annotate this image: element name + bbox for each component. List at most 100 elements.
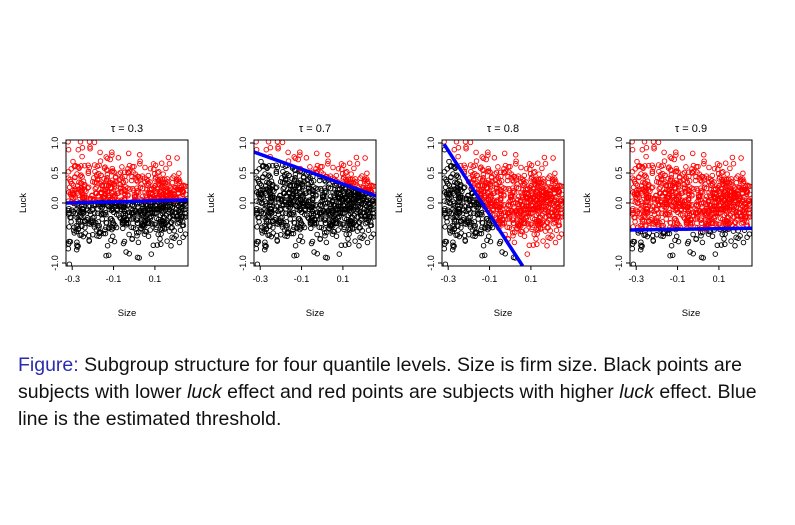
black-point (108, 207, 115, 214)
red-point (473, 149, 479, 156)
black-point (322, 254, 329, 261)
black-point (698, 254, 705, 261)
scatter-panel-1: τ = 0.3 -0.3 -0.1 0.1 -1.0 0.0 0.5 1.0 Size Luck (18, 123, 189, 319)
red-point (721, 219, 727, 225)
red-point (254, 140, 259, 145)
black-point (280, 168, 286, 175)
black-point (273, 207, 279, 213)
black-point (684, 240, 691, 247)
x-tick-label: -0.3 (628, 274, 644, 284)
red-point (526, 242, 533, 249)
black-point (631, 238, 638, 245)
red-point (354, 160, 361, 167)
black-point (135, 239, 142, 246)
red-point (510, 232, 516, 239)
red-point (519, 192, 525, 199)
black-point (168, 219, 175, 226)
red-point (180, 182, 187, 189)
red-point (684, 204, 691, 211)
red-point (498, 178, 505, 184)
red-point (656, 168, 662, 175)
black-point (75, 243, 81, 249)
black-point (285, 204, 292, 210)
red-point (651, 144, 657, 150)
red-point (713, 209, 720, 216)
red-point (109, 169, 115, 175)
black-point (260, 162, 267, 169)
black-point (484, 237, 490, 243)
red-point (275, 144, 281, 150)
black-point (451, 243, 457, 249)
red-point (523, 227, 529, 233)
red-point (661, 204, 668, 210)
black-point (158, 231, 164, 237)
black-point (721, 236, 727, 242)
black-point (150, 242, 157, 249)
red-point (659, 193, 665, 199)
black-point (479, 252, 485, 259)
red-point (463, 144, 469, 150)
black-point (123, 219, 130, 226)
red-point (669, 193, 676, 199)
red-point (546, 193, 553, 199)
black-point (366, 204, 372, 211)
red-point (557, 214, 563, 220)
black-point (148, 251, 155, 257)
black-point (269, 162, 276, 169)
black-point (474, 210, 480, 217)
black-point (740, 239, 747, 246)
red-point (719, 170, 725, 176)
red-point (692, 177, 699, 184)
red-point (166, 191, 172, 197)
black-point (356, 219, 363, 226)
red-point (109, 165, 116, 172)
red-point (662, 179, 669, 185)
red-point (85, 170, 92, 177)
red-point (648, 206, 654, 212)
black-point (166, 228, 173, 234)
black-point (456, 233, 463, 240)
y-tick-label: 0.5 (238, 167, 248, 180)
black-point (630, 245, 636, 252)
black-point (104, 242, 111, 249)
black-point (138, 226, 144, 232)
black-point (84, 215, 91, 221)
red-point (542, 228, 549, 234)
black-point (462, 237, 468, 243)
red-point (657, 179, 664, 185)
red-point (66, 168, 72, 175)
red-point (722, 160, 729, 166)
red-point (508, 194, 514, 200)
black-point (499, 249, 505, 255)
red-point (672, 180, 678, 186)
red-point (495, 197, 501, 203)
black-point (449, 228, 456, 235)
black-point (666, 230, 673, 237)
red-point (348, 171, 354, 177)
black-point (323, 200, 329, 207)
red-point (737, 178, 744, 184)
red-point (665, 211, 671, 218)
red-point (349, 176, 356, 183)
red-point (297, 152, 303, 158)
red-point (481, 193, 488, 199)
y-tick-label: 0.0 (426, 197, 436, 210)
red-point (364, 178, 371, 184)
red-point (702, 201, 709, 207)
red-point (98, 189, 104, 195)
red-point (536, 171, 542, 177)
red-point (680, 171, 686, 177)
red-point (156, 191, 163, 198)
red-point (518, 164, 524, 171)
red-point (66, 146, 72, 153)
red-point (338, 161, 345, 167)
black-point (314, 231, 320, 238)
red-point (510, 220, 517, 226)
x-tick-label: -0.3 (440, 274, 456, 284)
black-point (473, 229, 480, 236)
black-point (455, 223, 461, 229)
red-point (505, 164, 512, 170)
red-point (353, 154, 360, 161)
black-point (272, 215, 279, 221)
red-point (648, 215, 655, 221)
